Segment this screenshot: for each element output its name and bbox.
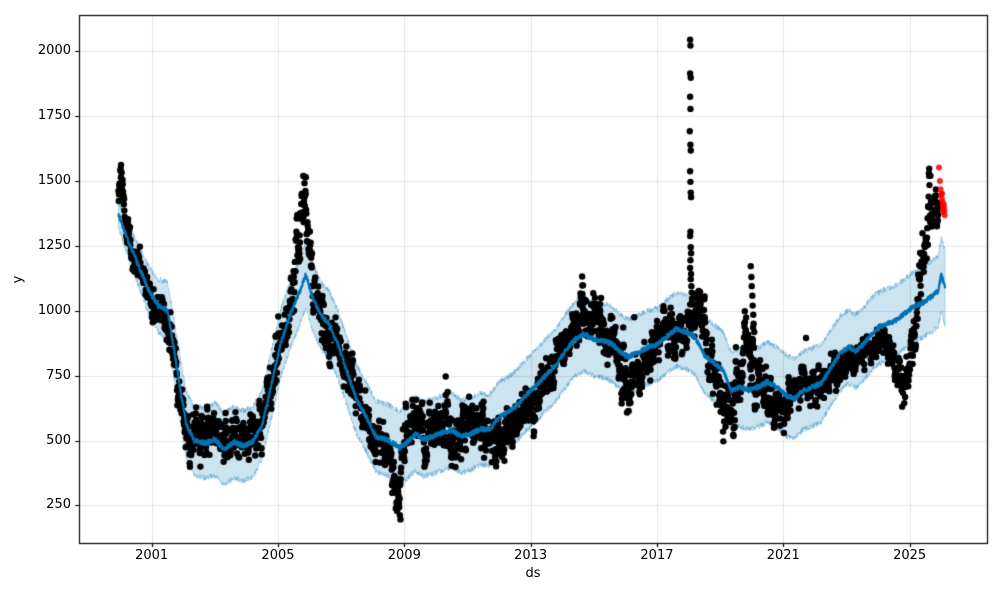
y-tick-label: 2000	[37, 43, 71, 59]
y-tick-label: 250	[46, 497, 71, 513]
x-tick-label: 2009	[387, 548, 421, 563]
y-tick-label: 750	[46, 367, 71, 383]
y-tick-label: 1000	[37, 302, 71, 318]
y-tick-label: 1750	[37, 108, 71, 124]
y-tick-label: 500	[46, 432, 71, 448]
x-tick-label: 2013	[514, 548, 548, 563]
x-tick-label: 2021	[766, 548, 800, 563]
x-axis-label: ds	[525, 566, 541, 581]
x-tick-label: 2001	[135, 548, 169, 563]
y-tick-label: 1250	[37, 237, 71, 253]
x-tick-label: 2005	[261, 548, 295, 563]
x-tick-label: 2025	[893, 548, 927, 563]
x-tick-label: 2017	[640, 548, 674, 563]
y-tick-label: 1500	[37, 173, 71, 189]
y-axis-label: y	[10, 275, 26, 284]
